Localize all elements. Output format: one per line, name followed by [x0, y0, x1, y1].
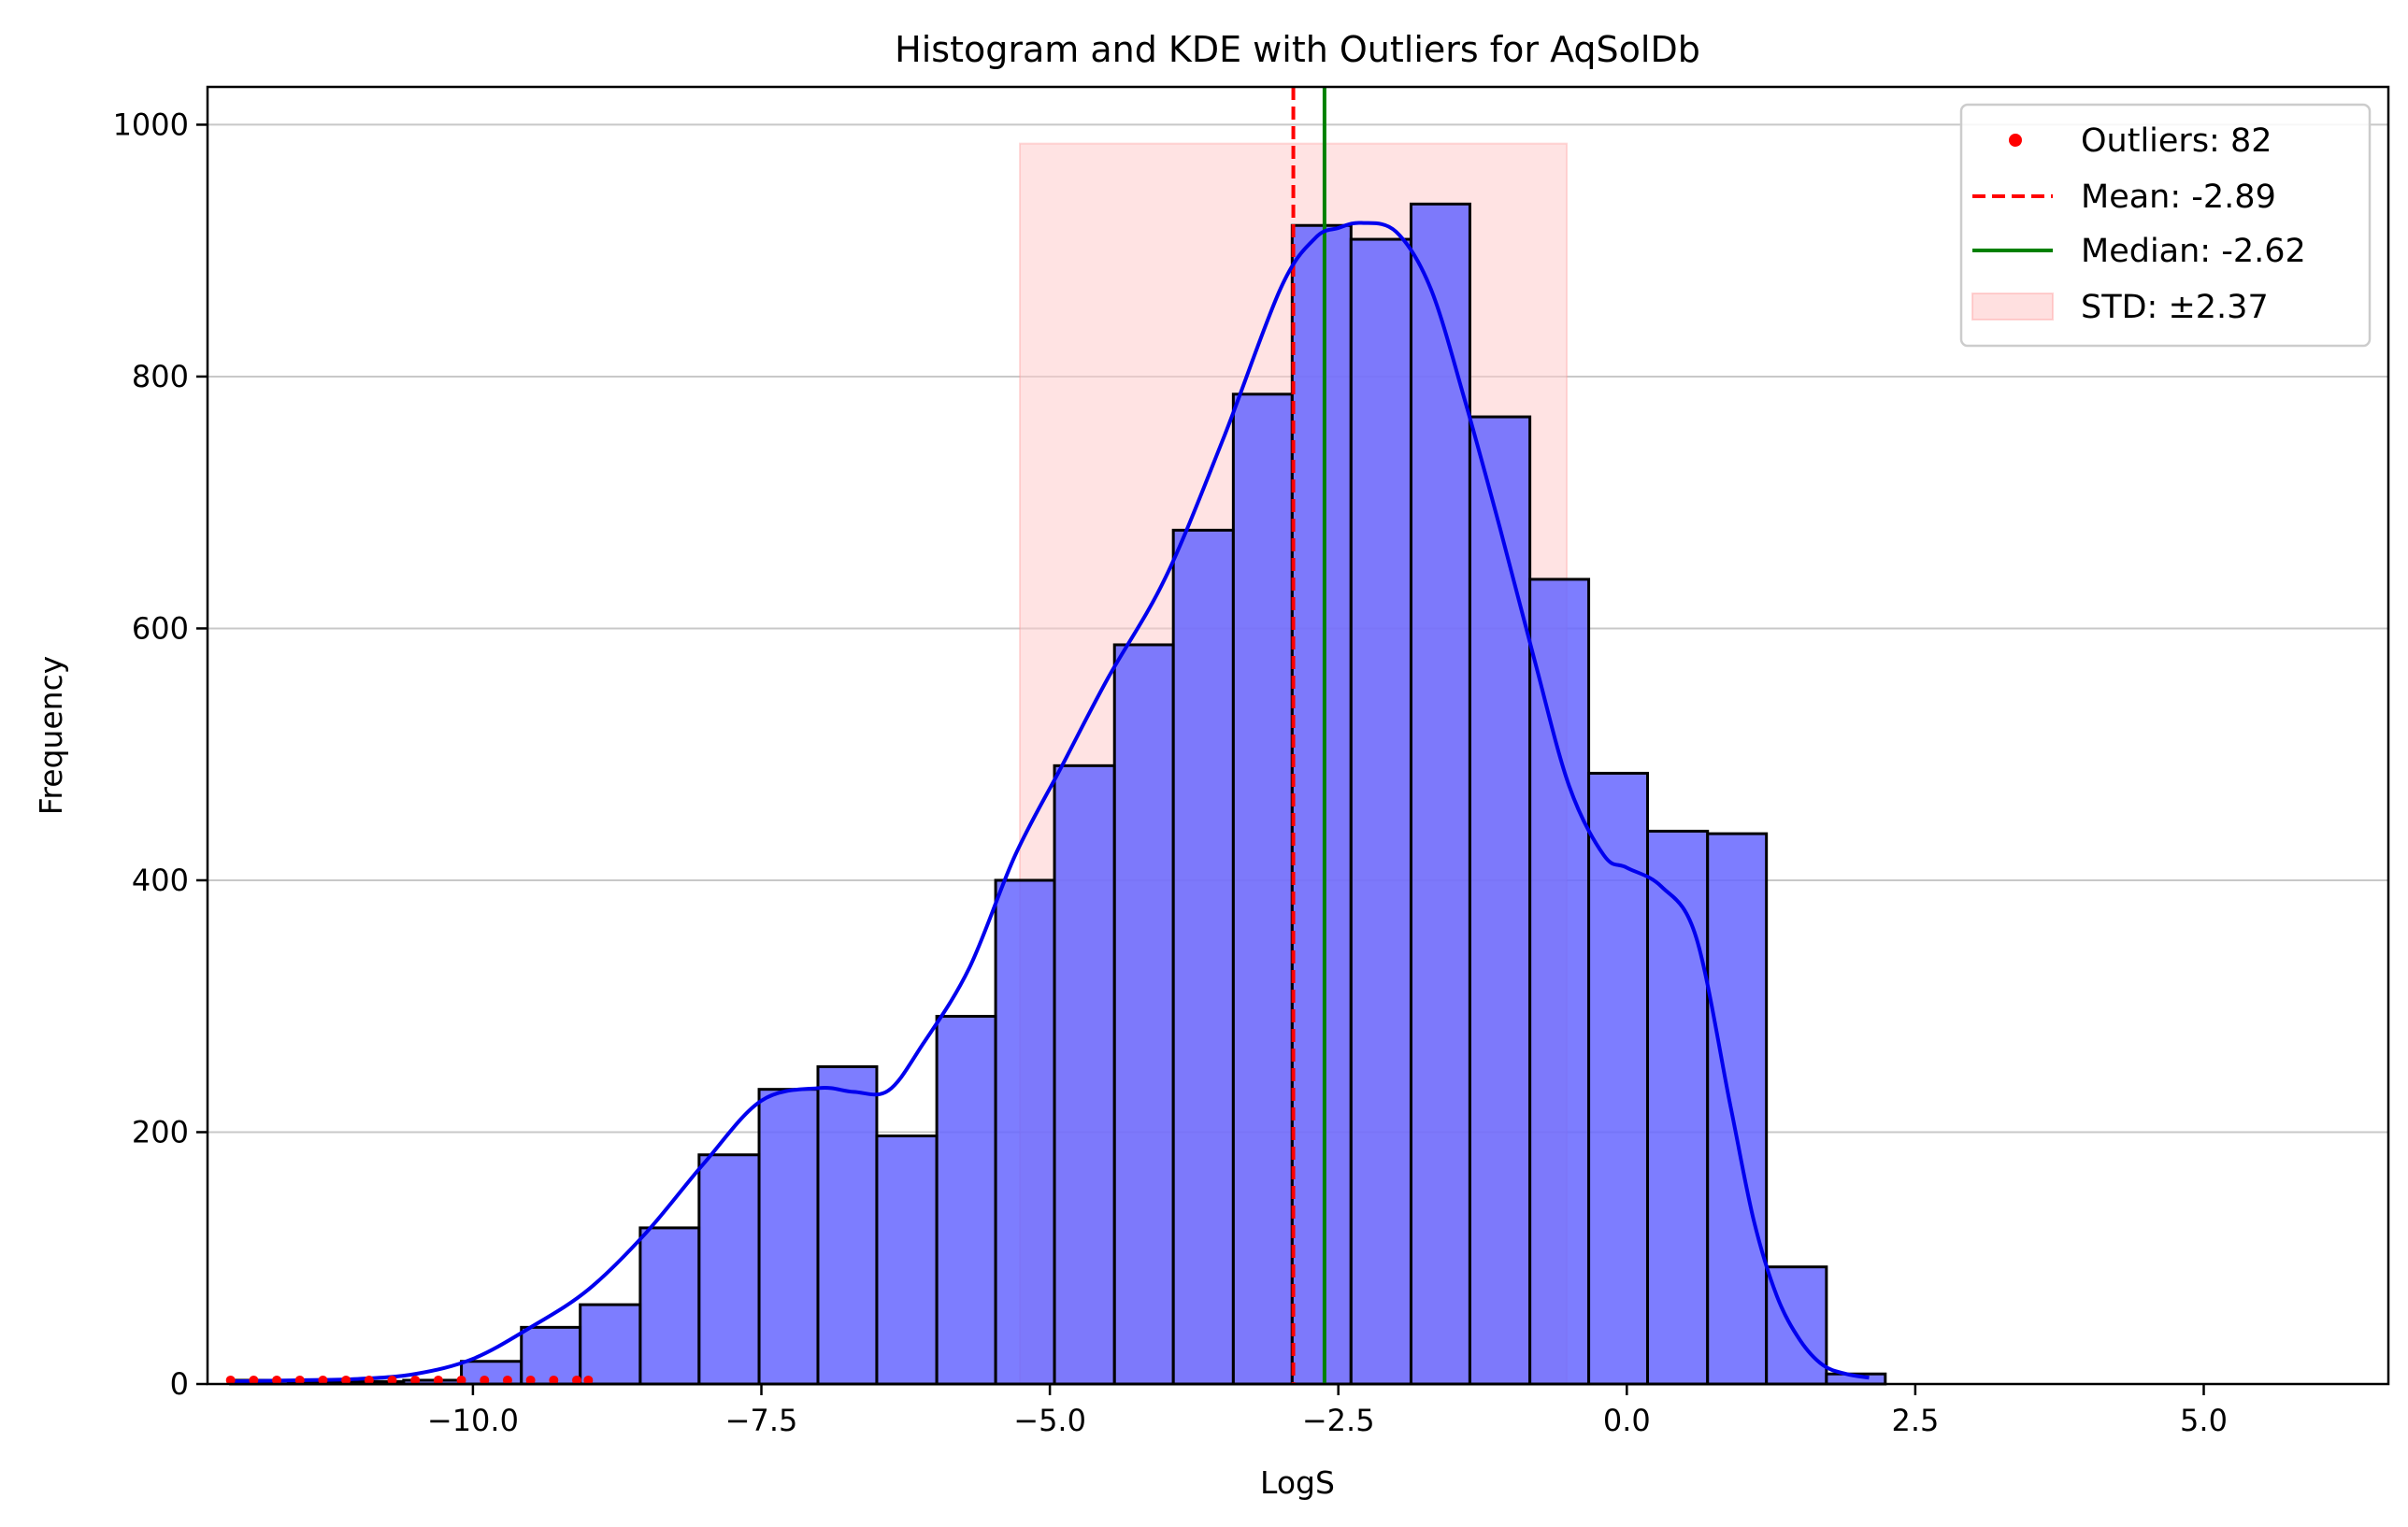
- histogram-bar-20: [1409, 202, 1471, 1386]
- outlier-point-9: [433, 1375, 443, 1385]
- legend-label-0: Outliers: 82: [2081, 122, 2272, 160]
- histogram-bar-4: [460, 1360, 523, 1386]
- histogram-bars: [229, 202, 1887, 1386]
- histogram-bar-18: [1290, 223, 1353, 1386]
- y-axis-label: Frequency: [33, 656, 69, 815]
- legend-std-swatch: [1971, 293, 2054, 321]
- y-tick-label-3: 600: [132, 610, 189, 646]
- kde-curve: [230, 221, 1870, 1384]
- outlier-point-0: [225, 1375, 236, 1385]
- outlier-point-12: [502, 1375, 512, 1385]
- legend-label-1: Mean: -2.89: [2081, 178, 2276, 216]
- histogram-bar-16: [1171, 528, 1235, 1386]
- outlier-point-8: [410, 1375, 421, 1385]
- outlier-point-14: [549, 1375, 559, 1385]
- histogram-bar-21: [1468, 415, 1532, 1386]
- y-tick-label-4: 800: [132, 359, 189, 394]
- legend: Outliers: 82 Mean: -2.89 Median: -2.62 STD:…: [1959, 103, 2372, 348]
- y-axis-ticks: 0 200 400 600 800 1000: [113, 107, 208, 1402]
- outlier-points: [225, 1375, 594, 1385]
- histogram-bar-22: [1528, 578, 1591, 1386]
- plot-frame: [206, 85, 2390, 1386]
- histogram-bar-24: [1646, 829, 1710, 1386]
- histogram-bar-14: [1053, 764, 1116, 1386]
- kde-curve-layer: [230, 221, 1870, 1384]
- outlier-point-6: [364, 1375, 374, 1385]
- x-axis-label: LogS: [1260, 1464, 1335, 1501]
- outlier-point-16: [583, 1375, 594, 1385]
- outlier-point-13: [525, 1375, 536, 1385]
- outlier-point-3: [294, 1375, 305, 1385]
- histogram-bar-19: [1349, 237, 1412, 1386]
- outlier-point-2: [272, 1375, 282, 1385]
- histogram-bar-6: [579, 1303, 642, 1386]
- outlier-point-15: [572, 1375, 582, 1385]
- x-tick-label-2: −5.0: [1013, 1403, 1086, 1438]
- x-tick-label-5: 2.5: [1891, 1403, 1939, 1438]
- histogram-bar-8: [697, 1153, 761, 1386]
- y-tick-label-5: 1000: [113, 107, 189, 142]
- histogram-bar-11: [875, 1135, 939, 1386]
- legend-outlier-marker: [2009, 134, 2022, 147]
- x-tick-label-3: −2.5: [1302, 1403, 1375, 1438]
- outlier-point-1: [249, 1375, 259, 1385]
- histogram-bar-5: [520, 1325, 582, 1386]
- histogram-bar-17: [1231, 392, 1294, 1386]
- outlier-point-11: [480, 1375, 490, 1385]
- histogram-bar-10: [816, 1064, 879, 1386]
- legend-label-2: Median: -2.62: [2081, 233, 2306, 270]
- histogram-bar-26: [1765, 1265, 1828, 1386]
- x-tick-label-4: 0.0: [1603, 1403, 1651, 1438]
- chart-title: Histogram and KDE with Outliers for AqSo…: [895, 29, 1700, 70]
- y-tick-label-1: 200: [132, 1114, 189, 1149]
- reference-lines: [1291, 87, 1326, 1384]
- histogram-bar-9: [757, 1088, 820, 1386]
- outlier-point-5: [341, 1375, 351, 1385]
- histogram-bar-25: [1706, 832, 1769, 1386]
- y-tick-label-2: 400: [132, 863, 189, 898]
- x-tick-label-6: 5.0: [2180, 1403, 2228, 1438]
- legend-label-3: STD: ±2.37: [2081, 289, 2269, 326]
- histogram-bar-7: [638, 1226, 701, 1386]
- x-tick-label-1: −7.5: [725, 1403, 798, 1438]
- x-axis-ticks: −10.0 −7.5 −5.0 −2.5 0.0 2.5 5.0: [427, 1384, 2228, 1438]
- y-tick-label-0: 0: [170, 1366, 189, 1402]
- histogram-bar-13: [994, 878, 1056, 1386]
- x-tick-label-0: −10.0: [427, 1403, 519, 1438]
- histogram-bar-15: [1112, 643, 1175, 1386]
- legend-box: [1959, 103, 2372, 348]
- outlier-point-7: [387, 1375, 397, 1385]
- outlier-point-10: [456, 1375, 466, 1385]
- histogram-bar-12: [935, 1015, 997, 1386]
- outlier-point-4: [318, 1375, 328, 1385]
